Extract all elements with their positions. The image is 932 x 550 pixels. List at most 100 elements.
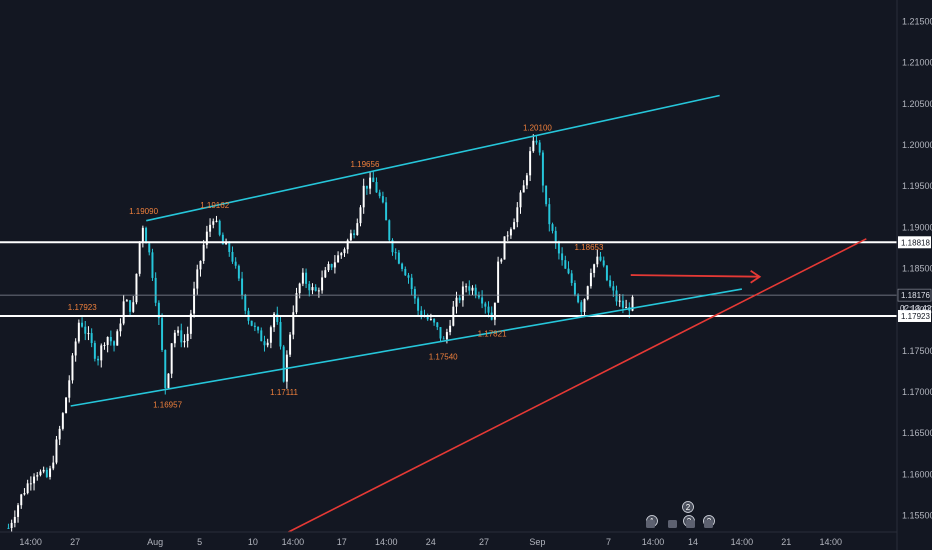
candle-body — [343, 249, 346, 254]
candle-body — [141, 227, 144, 242]
price-tick-label: 1.17500 — [902, 346, 932, 356]
candle-body — [10, 522, 13, 528]
candle-body — [404, 268, 407, 276]
candle-body — [314, 287, 317, 291]
level-price-label: 1.18818 — [901, 238, 930, 247]
candle-body — [519, 192, 522, 208]
candle-body — [410, 277, 413, 290]
candle-body — [477, 295, 480, 298]
channel-lower-trendline[interactable] — [70, 288, 743, 407]
candle-body — [173, 332, 176, 344]
candle-body — [58, 428, 61, 440]
candle-body — [145, 227, 148, 244]
price-tick-label: 1.18000 — [902, 305, 932, 315]
annotations-layer: 1.19090 1.19162 1.19656 1.20100 1.18653 1.179… — [68, 124, 604, 410]
candle-body — [119, 323, 122, 332]
candle-body — [199, 260, 202, 270]
candle-body — [564, 260, 567, 269]
candle-body — [356, 223, 359, 236]
candle-body — [260, 330, 263, 342]
arrow-line[interactable] — [630, 274, 760, 278]
candle-body — [413, 289, 416, 299]
candle-body — [487, 306, 490, 313]
price-annotation: 1.19656 — [350, 160, 379, 169]
candle-body — [279, 321, 282, 347]
candle-body — [177, 330, 180, 333]
candle-body — [151, 252, 154, 278]
candle-body — [577, 294, 580, 303]
candle-body — [442, 338, 445, 340]
price-annotation: 1.19090 — [129, 207, 158, 216]
candle-body — [273, 313, 276, 328]
time-tick-label: 14 — [688, 537, 698, 547]
candle-body — [212, 221, 215, 225]
event-badge-icon[interactable] — [682, 501, 694, 513]
candle-body — [429, 318, 432, 320]
candle-body — [436, 322, 439, 328]
candle-body — [295, 293, 298, 313]
candle-body — [17, 505, 20, 517]
time-tick-label: Sep — [529, 537, 545, 547]
candle-body — [234, 261, 237, 266]
channel-upper-trendline[interactable] — [146, 94, 720, 222]
candle-body — [129, 300, 132, 312]
candle-body — [349, 233, 352, 241]
price-annotation: 1.20100 — [523, 124, 552, 133]
price-annotation: 1.19162 — [200, 201, 229, 210]
candle-body — [378, 192, 381, 197]
candle-body — [439, 327, 442, 339]
candle-body — [321, 277, 324, 291]
candle-body — [372, 177, 375, 183]
candle-body — [266, 342, 269, 346]
long-trend-trendline[interactable] — [288, 238, 867, 533]
candle-body — [135, 273, 138, 303]
candles-layer — [7, 134, 634, 532]
time-axis[interactable]: 14:00 27 Aug 5 10 14:00 17 14:00 24 27 Sep 7 14:00 14… — [19, 537, 842, 547]
candle-body — [45, 469, 48, 477]
candle-body — [298, 283, 301, 294]
candle-body — [161, 318, 164, 350]
candle-body — [333, 262, 336, 268]
event-badges[interactable]: 1222 — [646, 501, 715, 529]
candle-body — [381, 196, 384, 203]
time-tick-label: 27 — [70, 537, 80, 547]
candle-body — [397, 252, 400, 264]
event-flag-icon[interactable] — [646, 520, 655, 528]
candle-body — [26, 483, 29, 494]
candle-body — [84, 326, 87, 334]
level-price-tag — [898, 236, 931, 249]
candle-body — [417, 298, 420, 311]
candle-body — [189, 313, 192, 334]
price-tick-label: 1.20500 — [902, 99, 932, 109]
event-flag-icon[interactable] — [668, 520, 677, 528]
candle-body — [218, 220, 221, 235]
time-tick-label: 17 — [337, 537, 347, 547]
candle-body — [196, 269, 199, 289]
candle-body — [225, 242, 228, 245]
price-axis[interactable]: 1.15500 1.16000 1.16500 1.17000 1.17500 1.180… — [897, 16, 932, 521]
event-flag-icon[interactable] — [686, 520, 695, 528]
candle-body — [493, 302, 496, 320]
candle-body — [330, 263, 333, 268]
candle-body — [570, 273, 573, 283]
candle-body — [52, 462, 55, 469]
time-tick-label: 14:00 — [19, 537, 42, 547]
price-tick-label: 1.15500 — [902, 511, 932, 521]
candle-body — [263, 341, 266, 346]
candle-body — [506, 235, 509, 237]
current-price-label: 1.18176 — [901, 291, 930, 300]
candle-body — [77, 322, 80, 342]
candle-body — [625, 307, 628, 309]
time-tick-label: 14:00 — [282, 537, 305, 547]
candle-body — [589, 272, 592, 287]
candle-body — [545, 185, 548, 205]
candle-body — [81, 322, 84, 327]
candle-body — [282, 346, 285, 382]
candle-body — [535, 140, 538, 143]
candle-body — [369, 177, 372, 189]
candle-body — [100, 345, 103, 361]
candle-body — [420, 310, 423, 317]
candle-body — [609, 280, 612, 287]
event-flag-icon[interactable] — [704, 520, 713, 528]
